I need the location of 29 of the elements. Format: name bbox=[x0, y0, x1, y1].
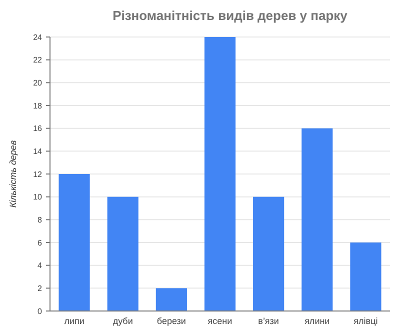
x-tick-label: ясени bbox=[208, 316, 232, 326]
bar bbox=[302, 128, 333, 311]
y-tick-label: 22 bbox=[33, 56, 43, 65]
y-tick-label: 6 bbox=[38, 238, 43, 248]
x-tick-label: ялини bbox=[304, 316, 330, 326]
y-tick-label: 18 bbox=[33, 101, 43, 110]
chart-title: Різноманітність видів дерев у парку bbox=[112, 8, 348, 23]
x-tick-label: берези bbox=[156, 316, 186, 326]
y-tick-label: 16 bbox=[33, 124, 43, 134]
x-tick-label: дуби bbox=[112, 316, 133, 326]
y-tick-label: 2 bbox=[38, 284, 43, 293]
y-tick-label: 0 bbox=[38, 306, 43, 316]
bar bbox=[107, 196, 138, 311]
bar bbox=[253, 196, 284, 311]
bar bbox=[350, 242, 382, 311]
y-axis-title: Кількість дерев bbox=[8, 140, 18, 208]
bar bbox=[58, 174, 90, 311]
y-tick-label: 24 bbox=[33, 32, 43, 42]
x-tick-label: ялівці bbox=[354, 316, 378, 326]
y-tick-label: 10 bbox=[33, 192, 43, 202]
x-tick-label: липи bbox=[64, 316, 84, 326]
bar bbox=[204, 37, 236, 311]
y-tick-label: 14 bbox=[33, 146, 43, 156]
y-tick-label: 4 bbox=[38, 261, 43, 270]
y-tick-label: 12 bbox=[33, 170, 43, 179]
y-tick-label: 20 bbox=[33, 78, 43, 88]
y-tick-label: 8 bbox=[38, 215, 43, 224]
bar bbox=[156, 288, 187, 311]
x-tick-label: в’язи bbox=[258, 316, 279, 326]
